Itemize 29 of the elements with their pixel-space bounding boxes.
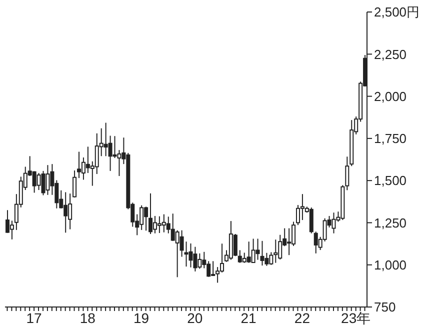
x-tick-label: 22 — [294, 310, 310, 326]
candlestick — [260, 240, 264, 266]
y-tick-label: 2,000 — [374, 88, 407, 104]
y-tick-label: 2,250 — [374, 46, 407, 62]
y-tick-label: 1,750 — [374, 131, 407, 146]
y-tick-label: 1,000 — [374, 257, 407, 272]
candlestick — [72, 170, 77, 198]
candlestick — [233, 234, 238, 257]
x-tick-label: 23年 — [341, 310, 371, 326]
candlestick — [46, 164, 50, 196]
x-tick-label: 18 — [80, 310, 96, 326]
y-tick-label: 1,500 — [374, 173, 407, 188]
candlestick — [180, 230, 184, 258]
candlestick — [148, 192, 153, 235]
candlestick — [332, 212, 336, 234]
candlestick — [112, 136, 117, 158]
y-tick-label: 750 — [374, 300, 396, 315]
candlestick — [345, 156, 350, 191]
candlestick — [188, 242, 193, 268]
candlestick — [309, 207, 314, 234]
candlestick — [184, 241, 188, 268]
candlestick — [77, 151, 82, 179]
x-tick-label: 19 — [134, 310, 150, 326]
y-tick-label: 1,250 — [374, 215, 407, 230]
x-tick-label: 20 — [187, 310, 203, 326]
x-tick-label: 17 — [26, 310, 42, 326]
x-tick-label: 21 — [240, 310, 257, 326]
candlestick — [10, 220, 14, 240]
y-tick-label: 2,500円 — [374, 4, 420, 20]
